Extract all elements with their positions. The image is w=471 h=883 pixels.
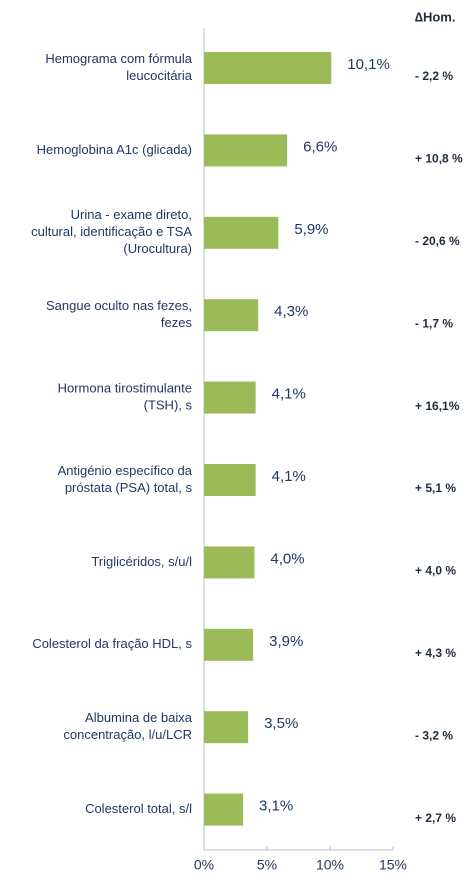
x-tick-label: 5% <box>257 857 277 873</box>
bar <box>204 134 288 167</box>
delta-label: + 2,7 % <box>415 811 456 825</box>
bar <box>204 52 332 84</box>
value-label: 6,6% <box>303 138 337 155</box>
bar <box>204 711 249 744</box>
category-label: Antigénio específico da <box>58 463 193 478</box>
category-label: Colesterol da fração HDL, s <box>32 636 192 651</box>
value-label: 4,1% <box>272 468 306 485</box>
value-label: 5,9% <box>294 221 328 238</box>
bar <box>204 628 254 661</box>
delta-label: + 5,1 % <box>415 481 456 495</box>
category-label: (Urocultura) <box>123 241 192 256</box>
category-label: Hemoglobina A1c (glicada) <box>37 142 192 157</box>
value-label: 4,1% <box>272 386 306 403</box>
value-label: 3,9% <box>269 633 303 650</box>
category-label: Urina - exame direto, <box>71 207 192 222</box>
bar <box>204 793 244 826</box>
value-label: 3,5% <box>264 715 298 732</box>
delta-header: ∆Hom. <box>415 9 455 24</box>
bar <box>204 381 256 414</box>
value-label: 10,1% <box>347 56 390 73</box>
bar <box>204 546 255 579</box>
delta-label: + 16,1% <box>415 399 460 413</box>
delta-label: - 2,2 % <box>415 69 453 83</box>
delta-label: + 4,0 % <box>415 564 456 578</box>
category-label: Hormona tirostimulante <box>58 381 192 396</box>
category-label: fezes <box>161 315 193 330</box>
category-label: leucocitária <box>126 68 193 83</box>
delta-label: + 10,8 % <box>415 152 463 166</box>
category-label: (TSH), s <box>144 398 193 413</box>
bar <box>204 216 279 249</box>
value-label: 3,1% <box>259 798 293 815</box>
delta-label: + 4,3 % <box>415 646 456 660</box>
bar <box>204 464 256 496</box>
category-label: concentração, l/u/LCR <box>63 727 192 742</box>
delta-label: - 3,2 % <box>415 728 453 742</box>
category-label: cultural, identificação e TSA <box>31 224 192 239</box>
value-label: 4,0% <box>270 550 304 567</box>
x-tick-label: 15% <box>379 857 407 873</box>
delta-label: - 20,6 % <box>415 234 460 248</box>
category-label: Colesterol total, s/l <box>85 801 192 816</box>
category-label: Hemograma com fórmula <box>45 51 192 66</box>
category-label: próstata (PSA) total, s <box>65 480 193 495</box>
category-label: Albumina de baixa <box>85 710 193 725</box>
value-label: 4,3% <box>274 303 308 320</box>
category-label: Sangue oculto nas fezes, <box>46 298 192 313</box>
category-label: Triglicéridos, s/u/l <box>91 554 192 569</box>
x-tick-label: 0% <box>194 857 214 873</box>
x-tick-label: 10% <box>316 857 344 873</box>
delta-label: - 1,7 % <box>415 316 453 330</box>
bar <box>204 299 259 332</box>
